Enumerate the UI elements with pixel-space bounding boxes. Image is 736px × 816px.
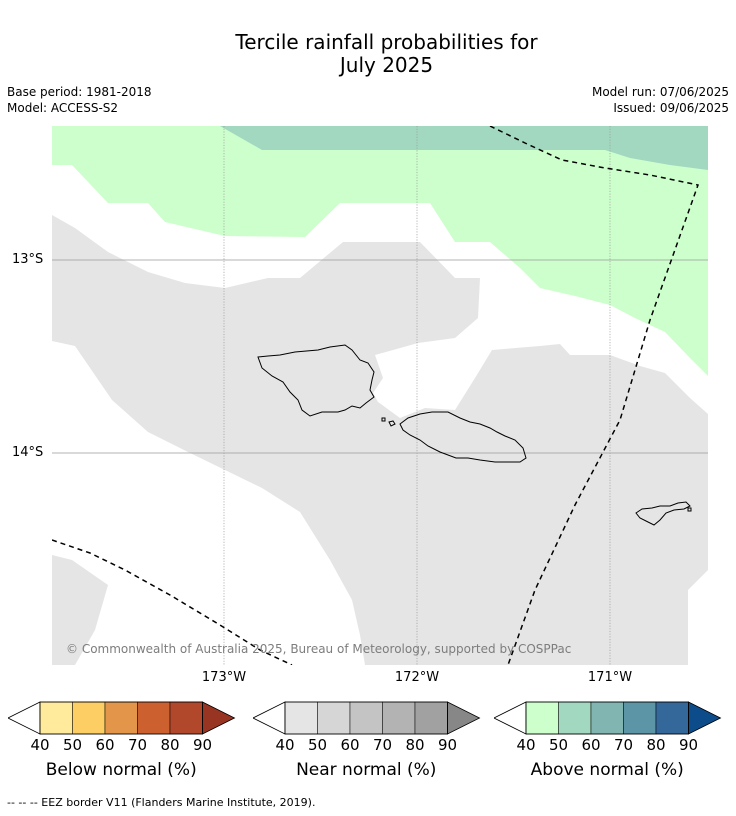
colorbar-1-low-extension: [253, 701, 286, 735]
colorbar-0-tick-70: 70: [127, 736, 148, 754]
model-name: Model: ACCESS-S2: [7, 101, 119, 115]
colorbar-0-box-50: [72, 701, 106, 735]
colorbar-0-high-extension: [202, 701, 236, 735]
coastlines: [257, 344, 692, 526]
colorbar-2-tick-50: 50: [548, 736, 569, 754]
colorbar-2-tick-90: 90: [678, 736, 699, 754]
colorbar-2-box-80: [655, 701, 689, 735]
eez-footnote: -- -- -- EEZ border V11 (Flanders Marine…: [7, 796, 316, 809]
near-normal-40-region-sw: [52, 555, 108, 665]
lon-label-173w: 173°W: [201, 670, 247, 685]
colorbar-0-label: Below normal (%): [45, 760, 197, 780]
colorbar-0-tick-60: 60: [95, 736, 115, 754]
map-layers: [52, 126, 708, 665]
colorbar-0-box-60: [104, 701, 138, 735]
colorbar-2-low-extension: [494, 701, 527, 735]
colorbar-1-box-40: [284, 701, 318, 735]
colorbar-2-high-extension: [688, 701, 722, 735]
meta-left: Base period: 1981-2018 Model: ACCESS-S2: [7, 84, 152, 116]
colorbar-0-tick-80: 80: [160, 736, 180, 754]
gridlines: [52, 126, 708, 665]
colorbar-1-box-60: [349, 701, 383, 735]
eez-borders: [52, 126, 699, 665]
colorbar-2-box-60: [590, 701, 624, 735]
colorbar-1-tick-70: 70: [372, 736, 393, 754]
chart-title: Tercile rainfall probabilities for July …: [0, 31, 736, 77]
colorbar-2-tick-70: 70: [613, 736, 634, 754]
lat-label-13s: 13°S: [12, 252, 44, 267]
model-run: Model run: 07/06/2025: [591, 85, 729, 99]
eez-border-southwest: [52, 539, 293, 665]
colorbar-1-box-50: [317, 701, 351, 735]
colorbar-0-box-70: [137, 701, 171, 735]
colorbar-2: [494, 701, 722, 735]
colorbar-2-outline: [525, 701, 689, 735]
eez-border-east: [489, 126, 699, 665]
colorbar-1-label: Near normal (%): [296, 760, 437, 780]
colorbar-0-tick-50: 50: [62, 736, 83, 754]
above-normal-40-region: [52, 126, 708, 376]
savaii-island: [257, 344, 375, 417]
manono-island: [388, 420, 396, 427]
colorbar-1-tick-90: 90: [437, 736, 458, 754]
lon-label-171w: 171°W: [587, 670, 633, 685]
colorbar-2-tick-60: 60: [581, 736, 601, 754]
issued-date: Issued: 09/06/2025: [613, 101, 729, 115]
colorbar-0: [8, 701, 236, 735]
colorbar-0-box-40: [39, 701, 73, 735]
colorbar-1-tick-40: 40: [275, 736, 295, 754]
near-normal-40-region: [52, 215, 708, 665]
title-line-1: Tercile rainfall probabilities for: [235, 30, 538, 54]
colorbar-0-low-extension: [8, 701, 41, 735]
colorbar-2-box-70: [623, 701, 657, 735]
apolima-island: [381, 417, 386, 422]
above-normal-50-region: [220, 126, 708, 170]
colorbar-1-tick-60: 60: [340, 736, 360, 754]
colorbar-0-tick-90: 90: [192, 736, 213, 754]
colorbar-1: [253, 701, 481, 735]
tutuila-island: [635, 501, 691, 526]
colorbar-2-tick-80: 80: [646, 736, 666, 754]
colorbar-1-box-80: [414, 701, 448, 735]
colorbar-0-outline: [39, 701, 203, 735]
probability-map: [52, 126, 708, 665]
colorbar-2-label: Above normal (%): [530, 760, 684, 780]
colorbar-1-outline: [284, 701, 448, 735]
meta-right: Model run: 07/06/2025 Issued: 09/06/2025: [592, 84, 729, 116]
title-line-2: July 2025: [339, 53, 434, 77]
colorbar-2-box-50: [558, 701, 592, 735]
aunuu-island: [687, 507, 692, 512]
lon-label-172w: 172°W: [394, 670, 440, 685]
colorbar-0-box-80: [169, 701, 203, 735]
colorbar-1-tick-80: 80: [405, 736, 425, 754]
colorbar-2-tick-40: 40: [516, 736, 536, 754]
base-period: Base period: 1981-2018: [7, 85, 152, 99]
colorbar-1-high-extension: [447, 701, 481, 735]
colorbar-1-tick-50: 50: [307, 736, 328, 754]
colorbar-2-box-40: [525, 701, 559, 735]
upolu-island: [399, 411, 527, 463]
colorbar-1-box-70: [382, 701, 416, 735]
lat-label-14s: 14°S: [12, 445, 44, 460]
colorbar-0-tick-40: 40: [30, 736, 50, 754]
copyright-notice: © Commonwealth of Australia 2025, Bureau…: [66, 642, 572, 656]
